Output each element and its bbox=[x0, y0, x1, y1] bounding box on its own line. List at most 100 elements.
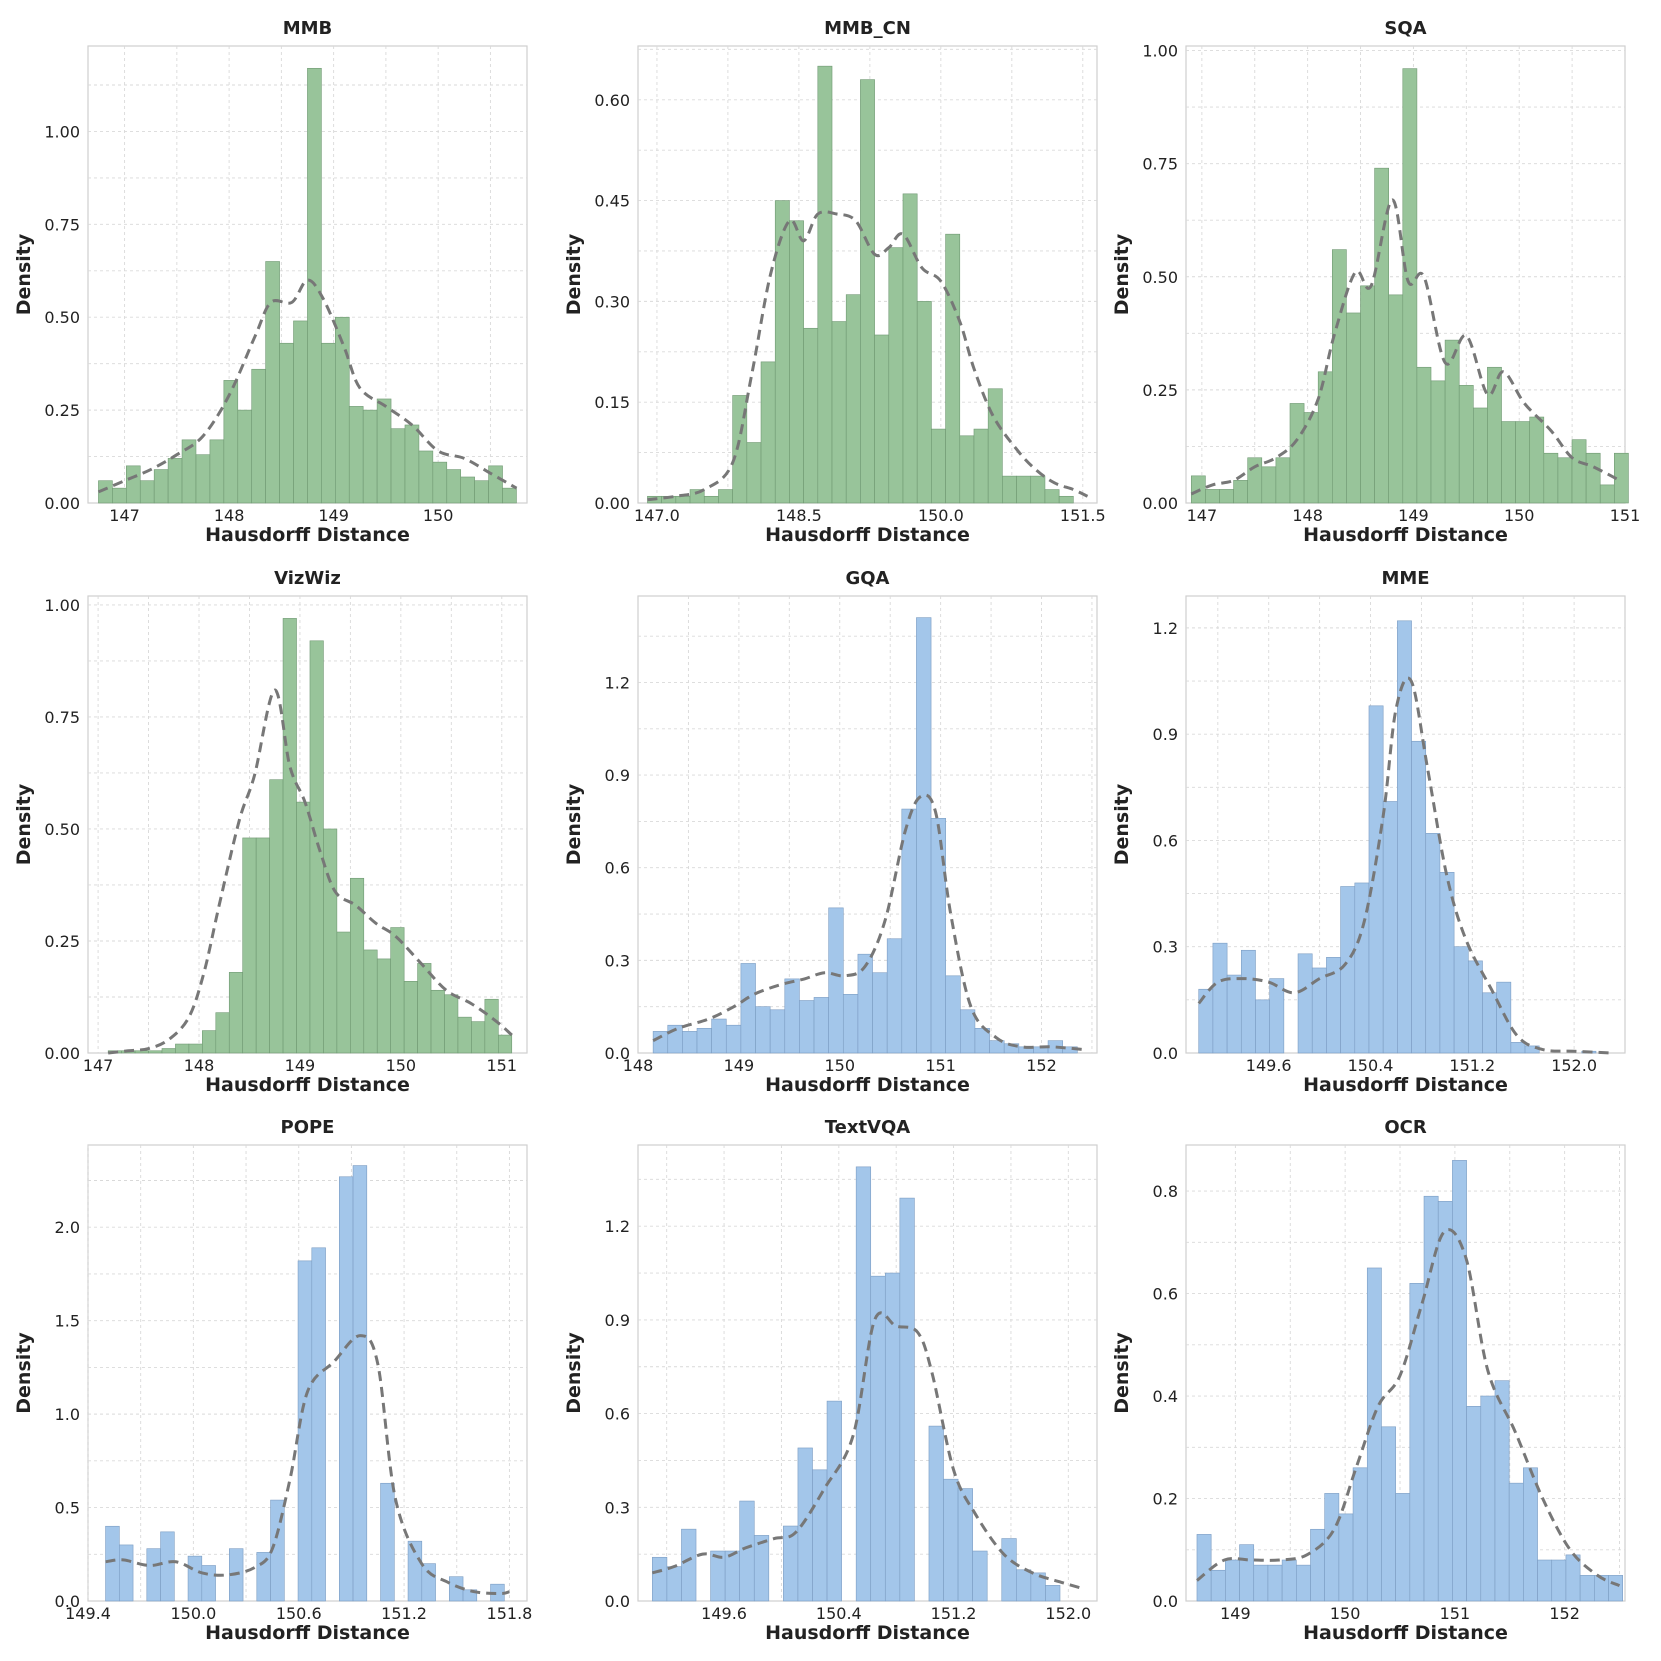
histogram-bar bbox=[1267, 1564, 1283, 1602]
histogram-bar bbox=[161, 1048, 176, 1054]
histogram-bar bbox=[703, 495, 719, 504]
x-tick-label: 149 bbox=[318, 506, 349, 525]
x-axis-label: Hausdorff Distance bbox=[1303, 1074, 1508, 1096]
x-tick-label: 147 bbox=[1187, 506, 1218, 525]
histogram-bar bbox=[1543, 452, 1559, 504]
histogram-bar bbox=[1205, 489, 1220, 504]
subplot-title: VizWiz bbox=[274, 568, 341, 589]
x-tick-label: 151.2 bbox=[1449, 1056, 1495, 1075]
histogram-bar bbox=[471, 1021, 486, 1054]
y-tick-label: 0.6 bbox=[605, 859, 630, 878]
histogram-bar bbox=[696, 1027, 712, 1054]
x-tick-label: 147 bbox=[109, 506, 140, 525]
x-tick-label: 150 bbox=[1330, 1604, 1361, 1623]
y-tick-label: 0.0 bbox=[1153, 1044, 1178, 1063]
subplot-pope: 149.4 150.0 150.6 151.2 151.8 0.0 0.5 1.0 1.5 2.0… bbox=[13, 1117, 532, 1644]
y-tick-label: 0.0 bbox=[605, 1592, 630, 1611]
y-axis-label: Density bbox=[563, 233, 585, 315]
histogram-bar bbox=[321, 342, 336, 504]
y-tick-label: 0.9 bbox=[605, 766, 630, 785]
histogram-bar bbox=[352, 1165, 368, 1602]
y-tick-label: 0.25 bbox=[44, 401, 80, 420]
histogram-bar bbox=[1338, 1513, 1354, 1602]
histogram-bar bbox=[293, 320, 308, 504]
histogram-bar bbox=[1219, 489, 1234, 504]
histogram-bar bbox=[960, 1009, 976, 1054]
histogram-bar bbox=[855, 1166, 872, 1602]
histogram-bar bbox=[311, 1247, 326, 1602]
histogram-bar bbox=[1402, 68, 1418, 504]
histogram-bar bbox=[1297, 953, 1313, 1054]
kde-curve bbox=[1197, 676, 1613, 1055]
x-tick-label: 152.0 bbox=[1045, 1604, 1091, 1623]
histogram-bar bbox=[957, 1488, 973, 1602]
histogram-bar bbox=[1058, 495, 1074, 504]
x-axis-label: Hausdorff Distance bbox=[1303, 1622, 1508, 1644]
histogram-bar bbox=[1466, 1406, 1482, 1602]
histogram-bar bbox=[335, 316, 350, 504]
x-tick-label: 149.4 bbox=[65, 1604, 111, 1623]
histogram-bar bbox=[175, 1043, 190, 1054]
x-axis-label: Hausdorff Distance bbox=[765, 1074, 970, 1096]
histogram-bar bbox=[1225, 1559, 1240, 1602]
histogram-bar bbox=[1001, 1538, 1017, 1602]
x-tick-label: 150.4 bbox=[1348, 1056, 1394, 1075]
y-tick-label: 0.2 bbox=[1153, 1490, 1178, 1509]
x-tick-label: 151 bbox=[486, 1056, 517, 1075]
histogram-bar bbox=[1196, 1534, 1212, 1602]
histogram-bar bbox=[928, 1425, 944, 1602]
histogram-bar bbox=[681, 1528, 697, 1602]
histogram-bar bbox=[457, 1016, 472, 1054]
histogram-bar bbox=[1253, 1564, 1269, 1602]
x-tick-label: 151.2 bbox=[381, 1604, 427, 1623]
histogram-bar bbox=[1537, 1559, 1553, 1602]
histogram-bar bbox=[1579, 1575, 1595, 1602]
x-tick-label: 149 bbox=[1398, 506, 1429, 525]
histogram-bar bbox=[845, 294, 861, 504]
y-tick-label: 1.0 bbox=[55, 1405, 80, 1424]
subplot-title: SQA bbox=[1384, 18, 1426, 39]
histogram-bar bbox=[682, 1031, 698, 1054]
histogram-bar bbox=[1346, 312, 1361, 504]
histogram-bar bbox=[1296, 1564, 1311, 1602]
y-tick-label: 0.75 bbox=[44, 708, 80, 727]
subplot-title: OCR bbox=[1384, 1117, 1427, 1138]
histogram-bar bbox=[831, 321, 847, 504]
histogram-bar bbox=[1352, 1467, 1368, 1602]
histogram-bar bbox=[987, 388, 1003, 504]
histogram-bar bbox=[769, 1009, 786, 1054]
y-tick-label: 0.9 bbox=[605, 1311, 630, 1330]
histogram-bar bbox=[484, 998, 499, 1054]
histogram-bar bbox=[803, 327, 819, 504]
histogram-bar bbox=[784, 978, 800, 1054]
histogram-bar bbox=[760, 361, 776, 504]
y-tick-label: 0.75 bbox=[1142, 155, 1178, 174]
x-axis-label: Hausdorff Distance bbox=[205, 1622, 410, 1644]
histogram-bar bbox=[376, 958, 391, 1054]
histogram-bar bbox=[209, 439, 225, 504]
x-tick-label: 151.2 bbox=[931, 1604, 977, 1623]
histogram-bar bbox=[1458, 385, 1474, 504]
histogram-bar bbox=[797, 1447, 813, 1602]
y-axis-label: Density bbox=[563, 783, 585, 865]
histogram-bar bbox=[498, 1034, 513, 1054]
x-tick-label: 150.0 bbox=[170, 1604, 216, 1623]
histogram-bar bbox=[1510, 1042, 1526, 1054]
histogram-bar bbox=[1571, 439, 1587, 504]
histogram-bar bbox=[1269, 978, 1285, 1054]
histogram-bar bbox=[282, 618, 297, 1054]
histogram-bar bbox=[755, 1006, 771, 1054]
histogram-bar bbox=[973, 428, 989, 504]
histogram-bar bbox=[1368, 705, 1384, 1054]
histogram-bar bbox=[945, 233, 961, 504]
histogram-bar bbox=[1599, 484, 1615, 504]
histogram-bar bbox=[1289, 403, 1305, 504]
x-tick-label: 152 bbox=[1549, 1604, 1580, 1623]
histogram-bar bbox=[812, 1469, 828, 1602]
histogram-bar bbox=[813, 997, 829, 1054]
histogram-bar bbox=[255, 837, 270, 1054]
y-tick-label: 1.00 bbox=[44, 122, 80, 141]
y-tick-label: 0.15 bbox=[594, 393, 630, 412]
histogram-bar bbox=[237, 409, 253, 504]
y-tick-label: 1.2 bbox=[1153, 619, 1178, 638]
